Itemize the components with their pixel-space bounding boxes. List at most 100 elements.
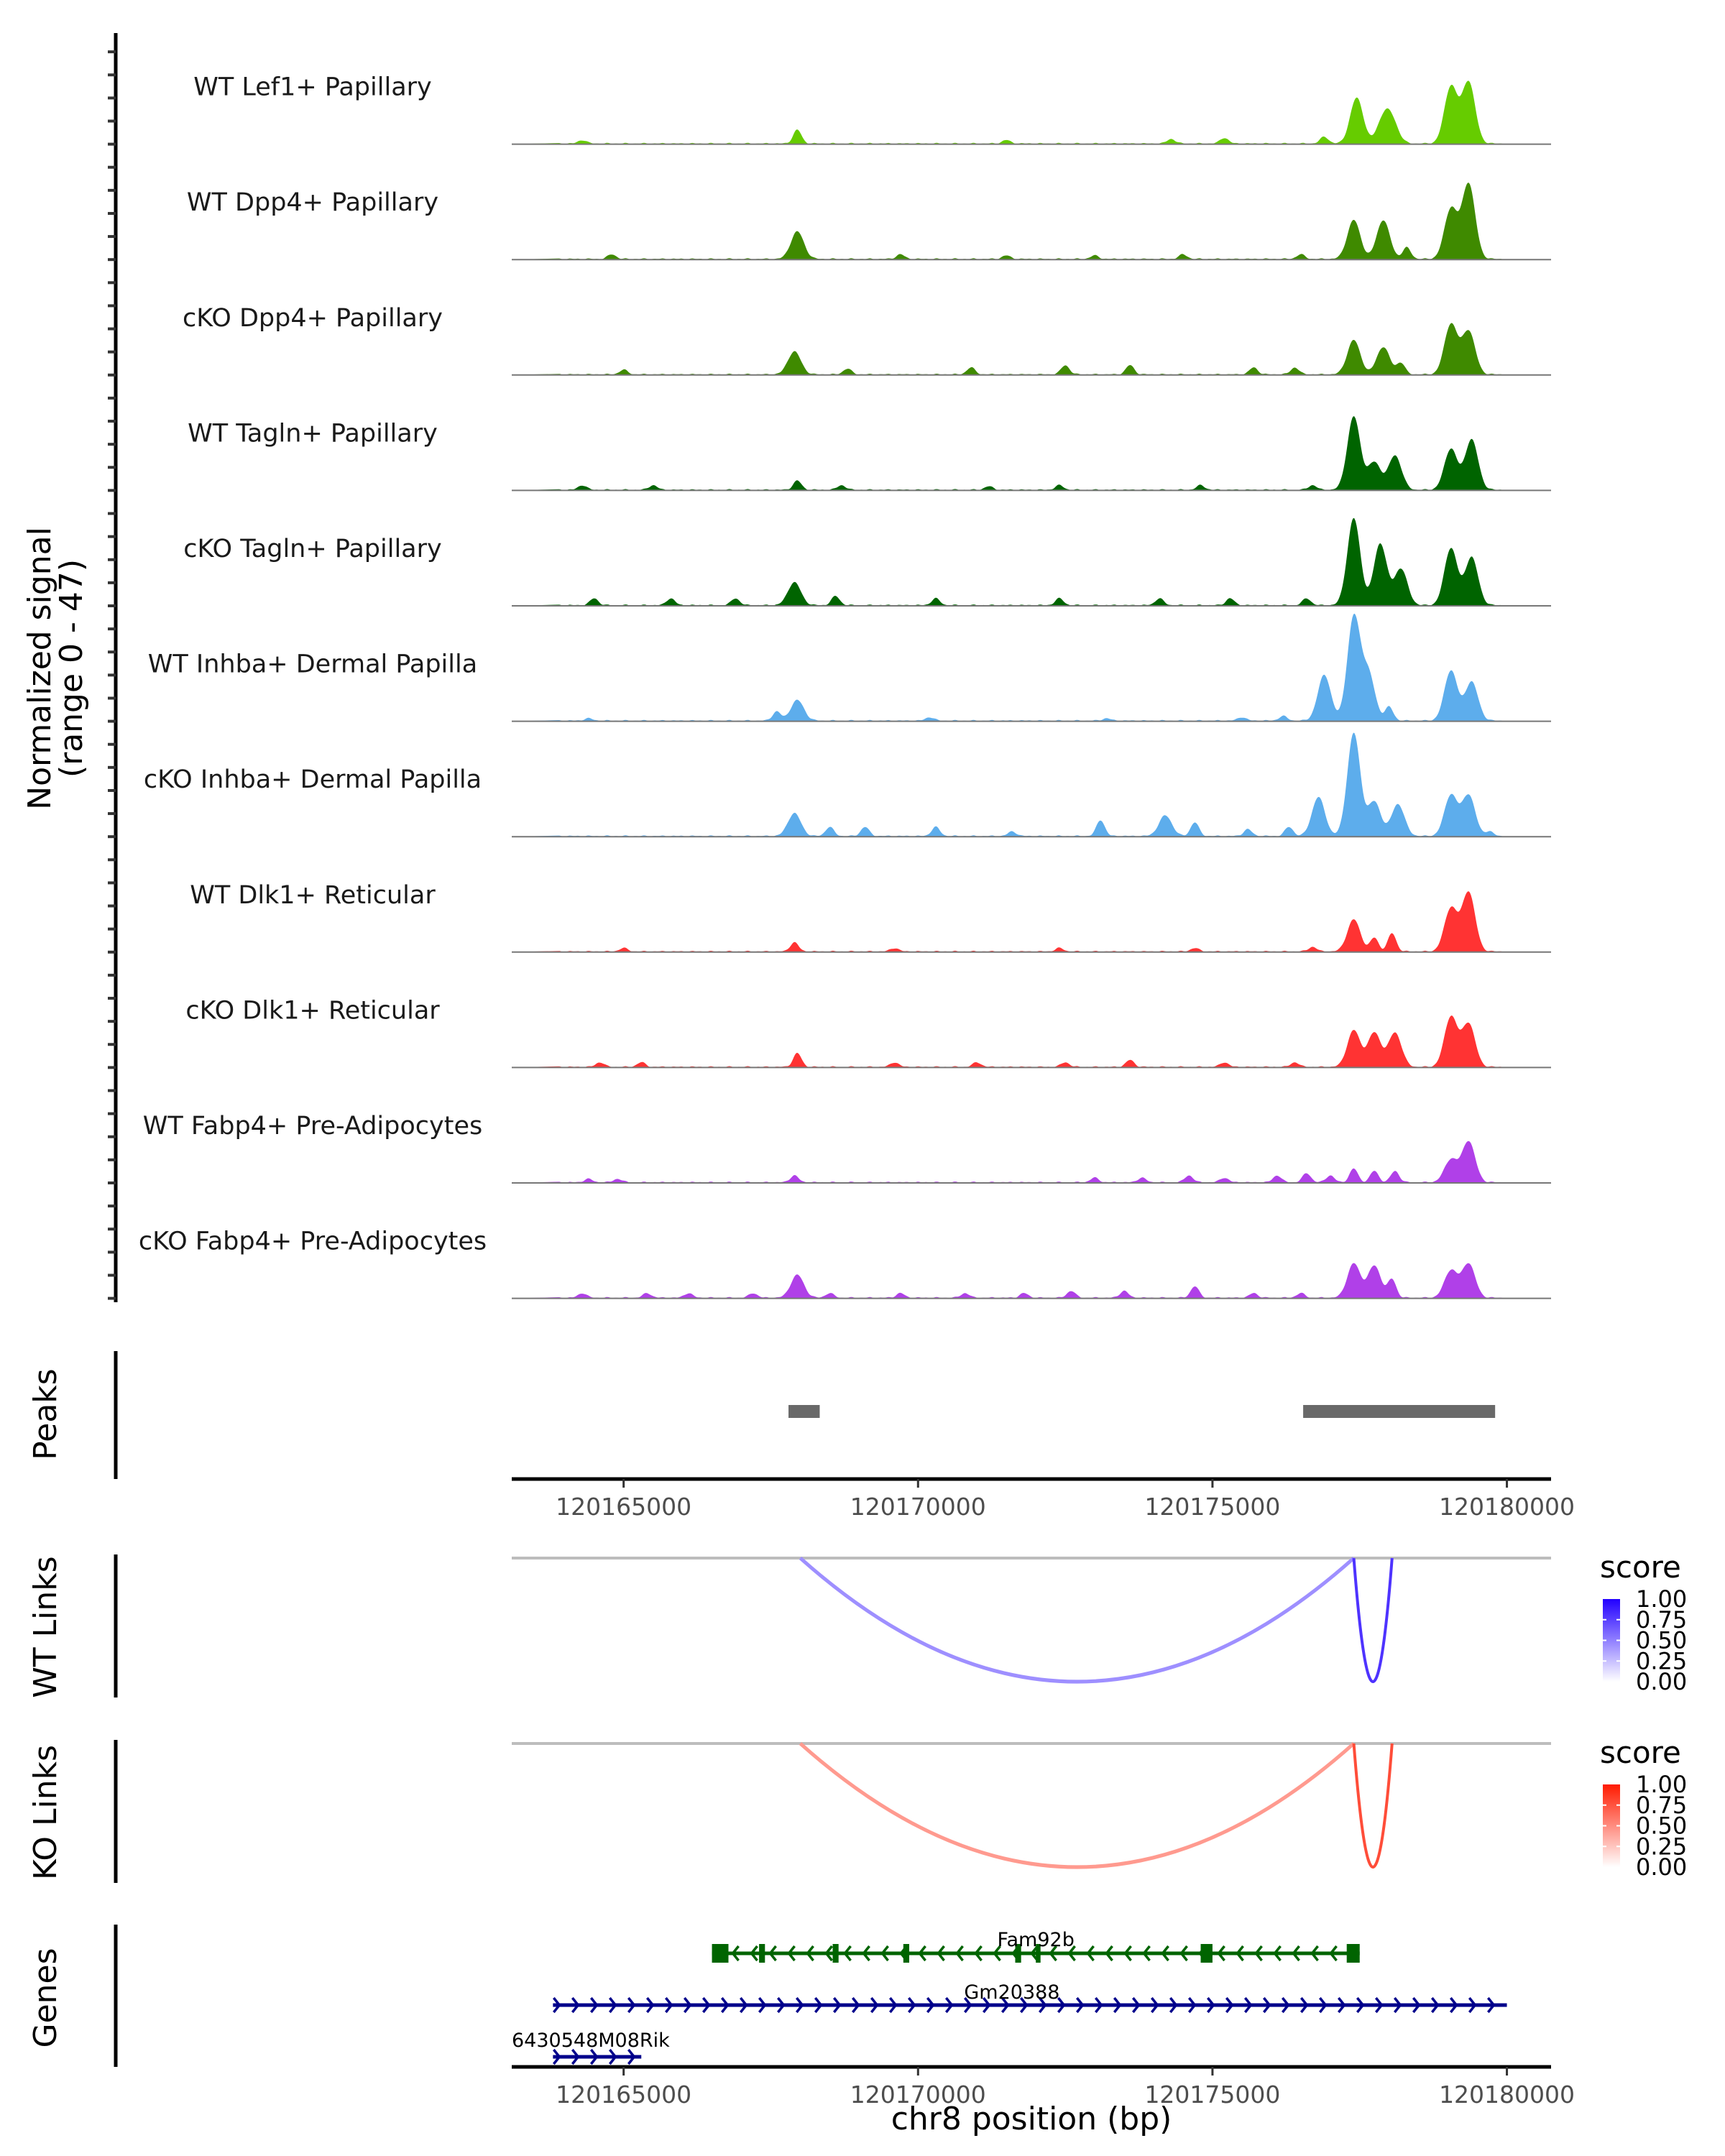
legend-tick-label: 0.00	[1636, 1668, 1687, 1695]
strand-arrow	[806, 1945, 814, 1962]
strand-arrow	[1273, 1945, 1282, 1962]
track-label: cKO Dlk1+ Reticular	[185, 996, 440, 1025]
coverage-track: cKO Inhba+ Dermal Papilla	[144, 732, 1551, 838]
coverage-track: cKO Fabp4+ Pre-Adipocytes	[139, 1227, 1551, 1299]
strand-arrow	[1243, 1996, 1253, 2014]
gene-model: Gm20388	[552, 1981, 1507, 2014]
strand-arrow	[739, 1996, 748, 2014]
strand-arrow	[1150, 1996, 1159, 2014]
x-tick-label: 120170000	[850, 1493, 986, 1521]
strand-arrow	[926, 1996, 935, 2014]
coverage-area	[512, 1015, 1504, 1068]
strand-arrow	[944, 1996, 954, 2014]
strand-arrow	[963, 1996, 972, 2014]
coverage-area	[512, 732, 1504, 837]
strand-arrow	[880, 1945, 889, 1962]
coverage-y-ticks	[108, 50, 116, 1300]
coverage-track: cKO Dpp4+ Papillary	[183, 304, 1551, 376]
strand-arrow	[1113, 1996, 1122, 2014]
peaks-panel: Peaks 120165000 120170000 120175000 1201800…	[27, 1351, 1575, 1521]
coverage-y-axis-title: Normalized signal (range 0 - 47)	[22, 527, 90, 810]
strand-arrow	[1057, 1996, 1066, 2014]
track-label: cKO Fabp4+ Pre-Adipocytes	[139, 1227, 487, 1256]
track-label: cKO Inhba+ Dermal Papilla	[144, 765, 482, 794]
strand-arrow	[552, 2048, 561, 2065]
strand-arrow	[1206, 1996, 1215, 2014]
strand-arrow	[1281, 1996, 1290, 2014]
gene-label: Gm20388	[964, 1981, 1059, 2004]
peak-bar	[1303, 1405, 1496, 1418]
link-arc	[1352, 1557, 1394, 1683]
legend-tick-label: 0.00	[1636, 1853, 1687, 1881]
gene-exon	[1036, 1944, 1041, 1963]
strand-arrow	[1123, 1945, 1132, 1962]
strand-arrow	[814, 1996, 823, 2014]
x-tick-label: 120175000	[1144, 1493, 1280, 1521]
peak-bars	[788, 1405, 1496, 1418]
track-label: WT Inhba+ Dermal Papilla	[148, 650, 477, 679]
strand-arrow	[552, 1996, 561, 2014]
strand-arrow	[918, 1945, 926, 1962]
strand-arrow	[1187, 1996, 1197, 2014]
strand-arrow	[1430, 1996, 1440, 2014]
strand-arrow	[1318, 1996, 1328, 2014]
strand-arrow	[1217, 1945, 1225, 1962]
peaks-axis-title: Peaks	[27, 1368, 64, 1460]
strand-arrow	[1142, 1945, 1151, 1962]
coverage-track: WT Tagln+ Papillary	[188, 416, 1551, 492]
strand-arrow	[664, 1996, 673, 2014]
legend-tick-label: 1.00	[1636, 1585, 1687, 1613]
strand-arrow	[608, 2048, 617, 2065]
strand-arrow	[974, 1945, 983, 1962]
legend-tick-label: 0.50	[1636, 1812, 1687, 1840]
strand-arrow	[1292, 1945, 1300, 1962]
y-axis-title-line1: Normalized signal	[22, 527, 58, 810]
strand-arrow	[645, 1996, 655, 2014]
link-arc	[799, 1557, 1356, 1684]
x-tick-label: 120165000	[556, 1493, 691, 1521]
coverage-track: cKO Dlk1+ Reticular	[185, 996, 1551, 1069]
strand-arrow	[907, 1996, 916, 2014]
strand-arrow	[1067, 1945, 1076, 1962]
legend-tick-label: 0.25	[1636, 1833, 1687, 1860]
strand-arrow	[851, 1996, 860, 2014]
x-tick-label: 120165000	[556, 2081, 691, 2109]
gene-exon	[1200, 1944, 1213, 1963]
peaks-x-ticks: 120165000 120170000 120175000 120180000	[556, 1479, 1575, 1521]
strand-arrow	[1486, 1996, 1496, 2014]
strand-arrow	[758, 1996, 767, 2014]
legend-title: score	[1600, 1735, 1681, 1770]
link-arc	[799, 1742, 1356, 1869]
strand-arrow	[1337, 1996, 1346, 2014]
strand-arrow	[768, 1945, 777, 1962]
coverage-track: WT Inhba+ Dermal Papilla	[148, 613, 1551, 722]
gene-models: Fam92b Gm20388 6430548M08Rik	[512, 1929, 1507, 2065]
strand-arrow	[1086, 1945, 1095, 1962]
strand-arrow	[683, 1996, 692, 2014]
strand-arrow	[731, 1945, 740, 1962]
strand-arrow	[1038, 1996, 1047, 2014]
strand-arrow	[1356, 1996, 1365, 2014]
ko-link-arcs	[799, 1742, 1394, 1869]
genes-x-ticks: 120165000 120170000 120175000 120180000	[556, 2067, 1575, 2109]
strand-arrow	[1236, 1945, 1244, 1962]
legend-tick-label: 0.50	[1636, 1627, 1687, 1654]
strand-arrow	[1169, 1996, 1178, 2014]
legend-tick-label: 1.00	[1636, 1771, 1687, 1798]
strand-arrow	[1000, 1996, 1010, 2014]
strand-arrow	[1075, 1996, 1085, 2014]
strand-arrow	[1030, 1945, 1039, 1962]
strand-arrow	[1161, 1945, 1169, 1962]
coverage-track: WT Lef1+ Papillary	[193, 73, 1551, 145]
track-label: WT Tagln+ Papillary	[188, 419, 438, 448]
genes-panel: Genes Fam92b Gm20388 6430548M08Rik 1201650…	[27, 1925, 1575, 2137]
strand-arrow	[982, 1996, 991, 2014]
strand-arrow	[608, 1996, 617, 2014]
x-tick-label: 120180000	[1439, 2081, 1575, 2109]
coverage-area	[512, 1141, 1504, 1183]
track-label: WT Dlk1+ Reticular	[190, 881, 436, 910]
